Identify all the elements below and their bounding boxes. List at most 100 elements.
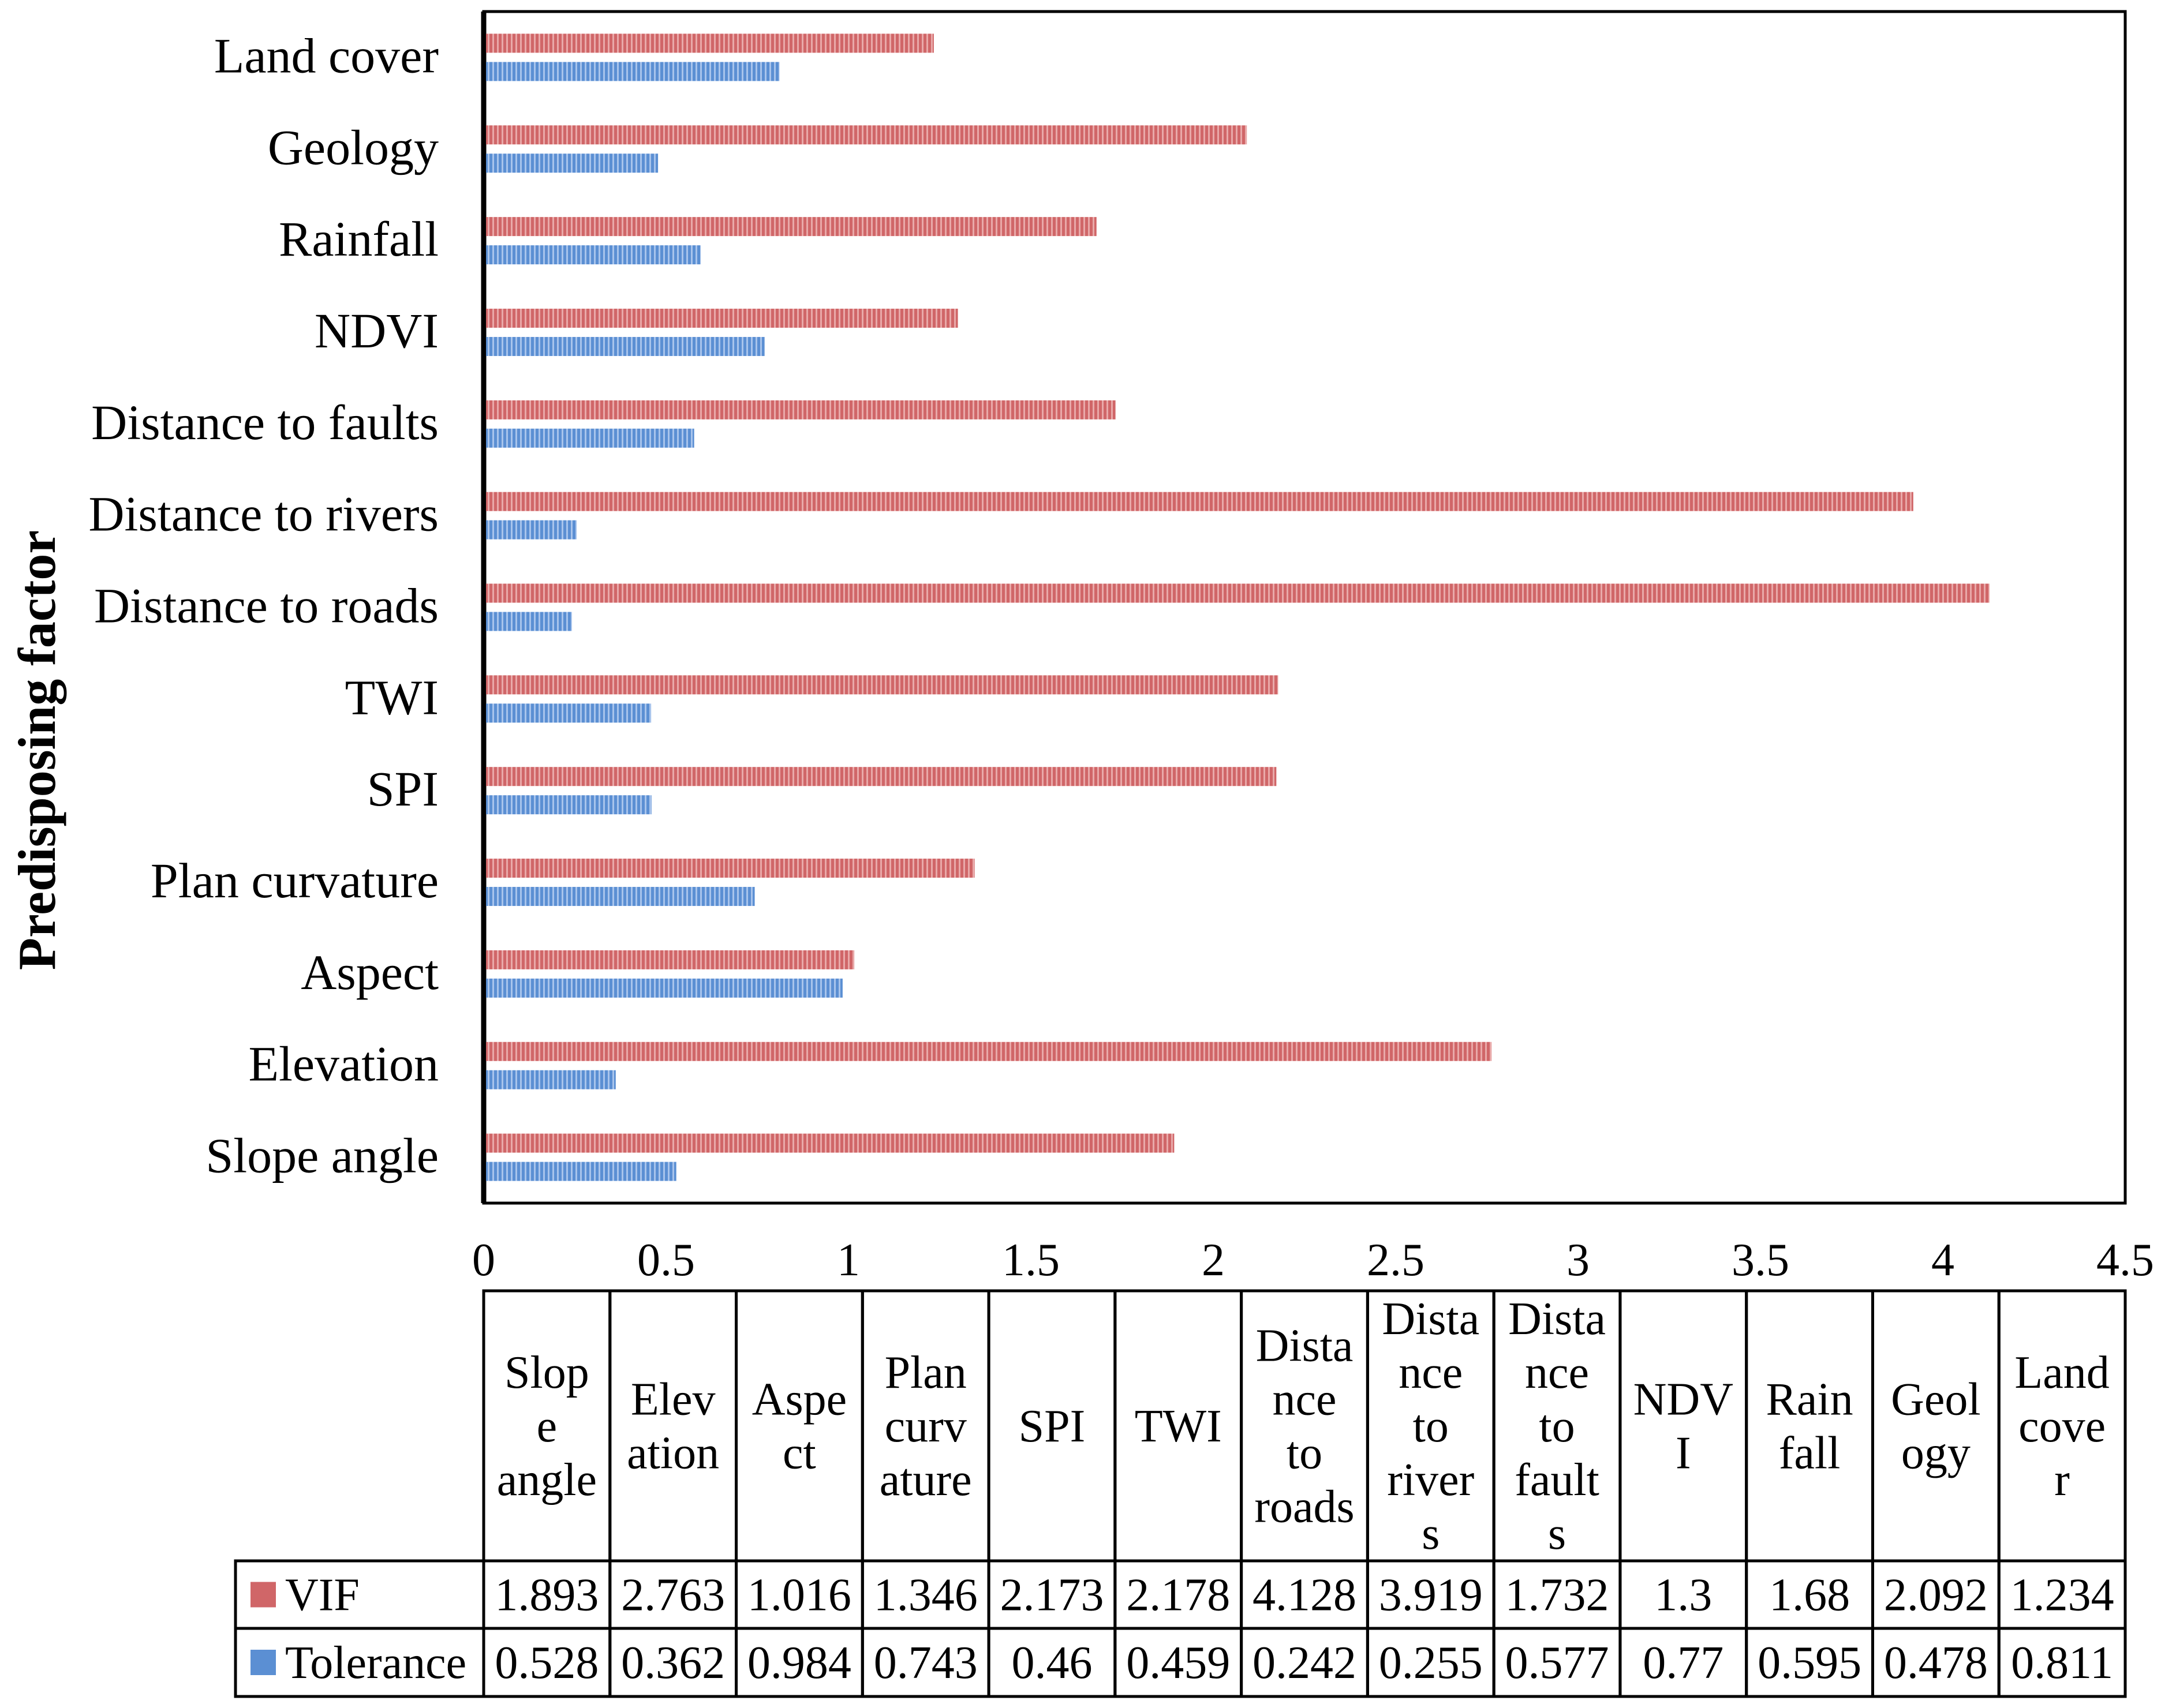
x-tick-label: 4 bbox=[1931, 1235, 1954, 1286]
table-header-text: roads bbox=[1254, 1482, 1354, 1533]
legend-key-tolerance bbox=[251, 1650, 276, 1675]
table-header-text: I bbox=[1676, 1428, 1691, 1479]
legend-key-vif bbox=[251, 1582, 276, 1608]
y-tick-label-ndvi: NDVI bbox=[315, 303, 439, 358]
table-header-cell bbox=[1618, 1289, 1748, 1563]
table-cell-value: 1.893 bbox=[495, 1570, 599, 1621]
table-header-text: Elev bbox=[631, 1374, 716, 1425]
table-header-text: fall bbox=[1779, 1428, 1841, 1479]
table-cell-value: 4.128 bbox=[1253, 1570, 1356, 1621]
bar-vif-geology bbox=[486, 125, 1247, 145]
table-cell-value: 1.732 bbox=[1505, 1570, 1609, 1621]
y-tick-label-geology: Geology bbox=[268, 119, 439, 175]
x-tick-label: 1.5 bbox=[1002, 1235, 1060, 1286]
y-tick-label-twi: TWI bbox=[345, 669, 439, 725]
bar-tolerance-rainfall bbox=[486, 245, 701, 265]
y-tick-label-elevation: Elevation bbox=[248, 1036, 439, 1092]
table-header-text: e bbox=[537, 1401, 558, 1452]
bar-tolerance-plan-curvature bbox=[486, 887, 755, 907]
table-cell-value: 0.255 bbox=[1379, 1638, 1483, 1688]
y-tick-label-plan-curvature: Plan curvature bbox=[151, 853, 439, 908]
table-header-text: river bbox=[1387, 1455, 1474, 1505]
table-header-text: Aspe bbox=[752, 1374, 847, 1425]
table-header-text: NDV bbox=[1633, 1374, 1733, 1425]
table-cell-value: 0.478 bbox=[1884, 1638, 1988, 1688]
y-tick-label-aspect: Aspect bbox=[301, 945, 439, 1000]
table-cell-value: 0.743 bbox=[874, 1638, 978, 1688]
x-tick-label: 1 bbox=[837, 1235, 860, 1286]
legend-label-vif: VIF bbox=[285, 1570, 360, 1621]
table-header-text: nce bbox=[1272, 1374, 1336, 1425]
table-header-text: SPI bbox=[1019, 1401, 1086, 1452]
bar-vif-plan-curvature bbox=[486, 859, 975, 878]
table-header-text: Dista bbox=[1256, 1321, 1354, 1372]
table-header-text: Dista bbox=[1508, 1294, 1606, 1344]
table-cell-value: 0.46 bbox=[1011, 1638, 1092, 1688]
bar-tolerance-aspect bbox=[486, 978, 843, 998]
table-cell-value: 0.459 bbox=[1126, 1638, 1230, 1688]
table-header-cell bbox=[1745, 1289, 1874, 1563]
x-tick-label: 3 bbox=[1566, 1235, 1590, 1286]
table-cell-value: 1.68 bbox=[1769, 1570, 1850, 1621]
table-header-text: Geol bbox=[1891, 1374, 1981, 1425]
table-cell-value: 0.984 bbox=[747, 1638, 851, 1688]
table-header-cell bbox=[1871, 1289, 2001, 1563]
bar-tolerance-spi bbox=[486, 795, 652, 815]
table-header-text: ct bbox=[783, 1428, 816, 1479]
bar-tolerance-elevation bbox=[486, 1070, 616, 1089]
table-header-text: to bbox=[1413, 1401, 1449, 1452]
table-cell-value: 0.242 bbox=[1253, 1638, 1356, 1688]
y-tick-label-distance-to-rivers: Distance to rivers bbox=[88, 486, 439, 542]
table-cell-value: 0.811 bbox=[2011, 1638, 2113, 1688]
bar-vif-distance-to-roads bbox=[486, 583, 1990, 603]
table-header-text: r bbox=[2054, 1455, 2070, 1505]
bar-vif-ndvi bbox=[486, 308, 958, 328]
bar-vif-spi bbox=[486, 767, 1277, 786]
bar-vif-distance-to-rivers bbox=[486, 492, 1913, 511]
y-tick-label-distance-to-faults: Distance to faults bbox=[91, 395, 439, 450]
y-axis-title: Predisposing factor bbox=[8, 530, 66, 970]
bar-vif-aspect bbox=[486, 950, 855, 969]
table-header-text: ogy bbox=[1901, 1428, 1971, 1479]
table-cell-value: 1.234 bbox=[2010, 1570, 2114, 1621]
y-tick-label-spi: SPI bbox=[367, 761, 439, 816]
table-header-cell bbox=[735, 1289, 864, 1563]
x-tick-label: 3.5 bbox=[1732, 1235, 1789, 1286]
table-header-text: Plan bbox=[885, 1347, 967, 1398]
table-header-text: s bbox=[1548, 1508, 1566, 1559]
bar-vif-distance-to-faults bbox=[486, 400, 1116, 419]
table-header-text: cove bbox=[2018, 1401, 2106, 1452]
bar-tolerance-land-cover bbox=[486, 62, 780, 81]
plot-frame bbox=[482, 10, 2127, 1205]
table-header-text: Rain bbox=[1766, 1374, 1853, 1425]
bar-vif-slope-angle bbox=[486, 1133, 1175, 1153]
table-cell-value: 0.577 bbox=[1505, 1638, 1609, 1688]
table-header-text: s bbox=[1422, 1508, 1440, 1559]
table-header-text: fault bbox=[1515, 1455, 1599, 1505]
table-header-text: ature bbox=[880, 1455, 972, 1505]
table-cell-value: 0.362 bbox=[621, 1638, 725, 1688]
y-tick-label-slope-angle: Slope angle bbox=[205, 1128, 439, 1183]
x-tick-label: 4.5 bbox=[2096, 1235, 2154, 1286]
x-tick-label: 2.5 bbox=[1367, 1235, 1425, 1286]
table-header-text: Slop bbox=[504, 1347, 589, 1398]
bar-tolerance-slope-angle bbox=[486, 1162, 676, 1181]
bar-tolerance-distance-to-faults bbox=[486, 428, 694, 448]
table-header-text: ation bbox=[627, 1428, 719, 1479]
bar-vif-land-cover bbox=[486, 33, 934, 53]
table-header-text: angle bbox=[497, 1455, 597, 1505]
table-cell-value: 0.528 bbox=[495, 1638, 599, 1688]
x-tick-label: 0.5 bbox=[637, 1235, 695, 1286]
table-header-text: nce bbox=[1525, 1347, 1589, 1398]
table-header-text: curv bbox=[885, 1401, 967, 1452]
table-header-text: nce bbox=[1399, 1347, 1463, 1398]
table-header-text: to bbox=[1539, 1401, 1575, 1452]
table-cell-value: 1.016 bbox=[747, 1570, 851, 1621]
table-cell-value: 2.178 bbox=[1126, 1570, 1230, 1621]
y-tick-label-rainfall: Rainfall bbox=[279, 211, 439, 267]
bar-tolerance-distance-to-rivers bbox=[486, 520, 577, 540]
bar-vif-twi bbox=[486, 675, 1278, 695]
table-header-text: TWI bbox=[1135, 1401, 1222, 1452]
